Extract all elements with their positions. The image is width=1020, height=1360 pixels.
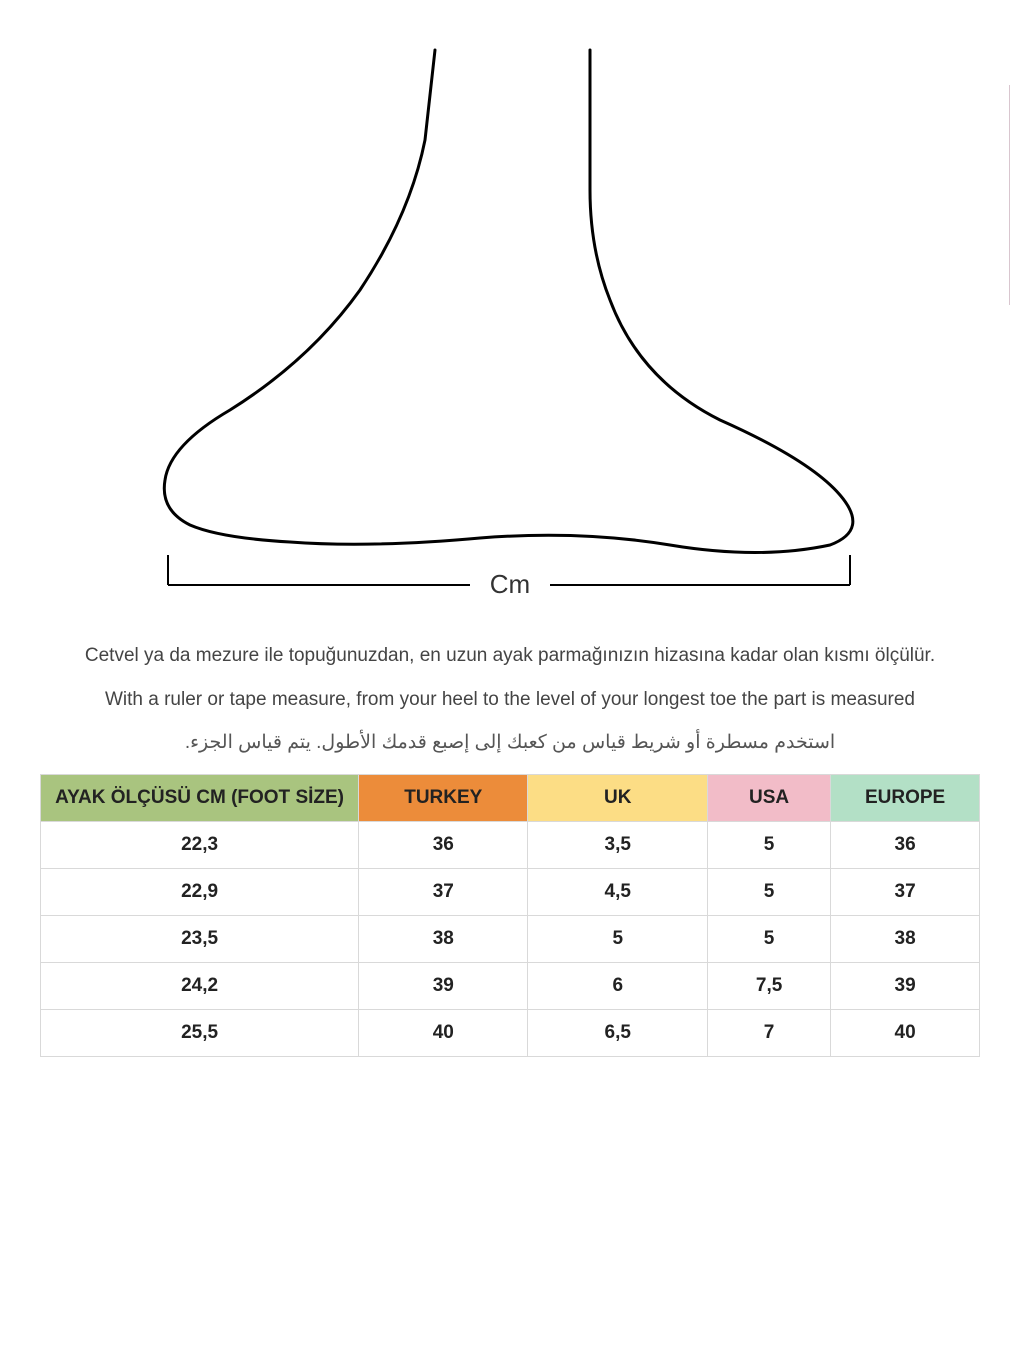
- cell-turkey: 39: [359, 962, 528, 1009]
- cell-foot: 25,5: [41, 1009, 359, 1056]
- cell-usa: 5: [708, 868, 831, 915]
- table-row: 23,5385538: [41, 915, 980, 962]
- unit-label: Cm: [490, 569, 530, 599]
- cell-europe: 36: [831, 821, 980, 868]
- cell-turkey: 38: [359, 915, 528, 962]
- cell-europe: 39: [831, 962, 980, 1009]
- foot-diagram: Cm: [40, 40, 980, 625]
- table-header-row: AYAK ÖLÇÜSÜ CM (FOOT SİZE) TURKEY UK USA…: [41, 774, 980, 821]
- col-header-foot: AYAK ÖLÇÜSÜ CM (FOOT SİZE): [41, 774, 359, 821]
- size-conversion-table: AYAK ÖLÇÜSÜ CM (FOOT SİZE) TURKEY UK USA…: [40, 774, 980, 1057]
- table-row: 22,9374,5537: [41, 868, 980, 915]
- table-row: 22,3363,5536: [41, 821, 980, 868]
- table-row: 24,23967,539: [41, 962, 980, 1009]
- col-header-usa: USA: [708, 774, 831, 821]
- cell-foot: 24,2: [41, 962, 359, 1009]
- cell-uk: 5: [528, 915, 708, 962]
- table-row: 25,5406,5740: [41, 1009, 980, 1056]
- instruction-turkish: Cetvel ya da mezure ile topuğunuzdan, en…: [70, 643, 950, 669]
- cell-europe: 40: [831, 1009, 980, 1056]
- cell-foot: 22,9: [41, 868, 359, 915]
- cell-usa: 5: [708, 821, 831, 868]
- cell-usa: 7,5: [708, 962, 831, 1009]
- foot-outline-path: [164, 50, 853, 553]
- cell-europe: 37: [831, 868, 980, 915]
- instructions-block: Cetvel ya da mezure ile topuğunuzdan, en…: [70, 643, 950, 756]
- cell-turkey: 40: [359, 1009, 528, 1056]
- cell-usa: 7: [708, 1009, 831, 1056]
- foot-outline-svg: Cm: [110, 40, 910, 620]
- cell-uk: 3,5: [528, 821, 708, 868]
- cell-foot: 23,5: [41, 915, 359, 962]
- decorative-rule: [1009, 85, 1010, 305]
- cell-uk: 6: [528, 962, 708, 1009]
- cell-turkey: 36: [359, 821, 528, 868]
- page: Cm Cetvel ya da mezure ile topuğunuzdan,…: [0, 0, 1020, 1360]
- cell-europe: 38: [831, 915, 980, 962]
- cell-usa: 5: [708, 915, 831, 962]
- cell-foot: 22,3: [41, 821, 359, 868]
- cell-uk: 6,5: [528, 1009, 708, 1056]
- instruction-arabic: استخدم مسطرة أو شريط قياس من كعبك إلى إص…: [70, 730, 950, 756]
- cell-uk: 4,5: [528, 868, 708, 915]
- instruction-english: With a ruler or tape measure, from your …: [70, 687, 950, 713]
- col-header-europe: EUROPE: [831, 774, 980, 821]
- col-header-turkey: TURKEY: [359, 774, 528, 821]
- table-body: 22,3363,553622,9374,553723,538553824,239…: [41, 821, 980, 1056]
- col-header-uk: UK: [528, 774, 708, 821]
- cell-turkey: 37: [359, 868, 528, 915]
